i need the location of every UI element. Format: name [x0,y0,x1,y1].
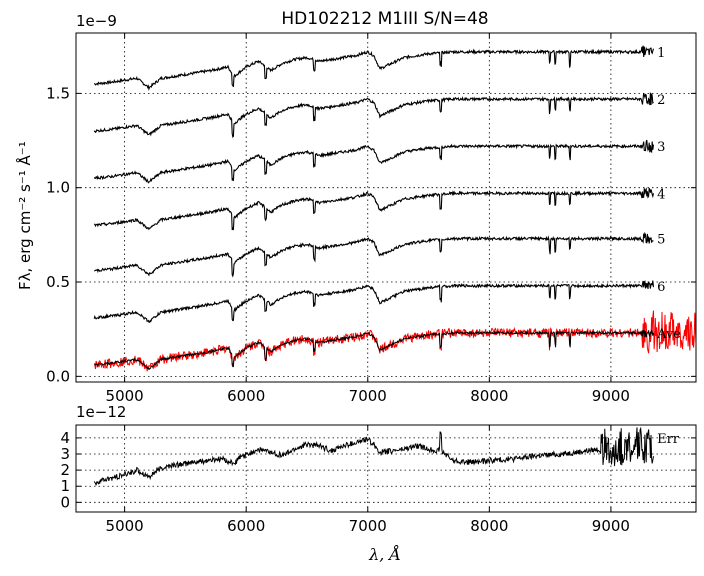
top-panel-frame [75,32,697,383]
series-label-ave: Ave [656,327,681,342]
top-offset-label: 1e−9 [76,12,117,30]
top-y-tick-label: 1.5 [46,84,70,102]
top-x-tick-label: 6000 [227,387,265,405]
series-label-1: 1 [657,46,665,61]
bottom-x-tick-label: 5000 [106,517,144,535]
top-y-tick-label: 0.5 [46,273,70,291]
spectrum-line-4 [93,187,655,231]
series-label-2: 2 [657,93,665,108]
top-x-tick-label: 9000 [592,387,630,405]
spectrum-line-1 [93,45,655,91]
series-label-err: Err [657,432,680,447]
x-axis-label: λ, Å [368,544,401,564]
bottom-y-tick-label: 4 [60,429,70,447]
series-label-6: 6 [657,280,665,295]
bottom-x-tick-label: 6000 [227,517,265,535]
series-label-4: 4 [657,187,665,202]
top-x-tick-label: 7000 [349,387,387,405]
top-y-tick-label: 1.0 [46,179,70,197]
spectrum-line-3 [93,139,655,184]
error-spectrum-line [93,426,654,486]
bottom-grid [76,425,696,512]
top-y-axis-label: Fλ, erg cm⁻² s⁻¹ Å⁻¹ [15,141,34,290]
bottom-series-labels: Err [657,432,680,447]
bottom-x-tick-label: 7000 [349,517,387,535]
bottom-series [93,426,654,486]
top-y-tick-label: 0.0 [46,367,70,385]
top-axis-ticks: 5000 6000 7000 8000 9000 0.0 0.5 1.0 1.5 [46,33,696,405]
bottom-y-tick-label: 3 [60,445,70,463]
chart-title: HD102212 M1III S/N=48 [281,9,488,29]
top-x-tick-label: 5000 [106,387,144,405]
top-series-labels: 1 2 3 4 5 6 Ave [656,46,681,342]
bottom-x-tick-label: 9000 [592,517,630,535]
spectrum-line-2 [93,92,654,139]
bottom-offset-label: 1e−12 [76,403,126,421]
spectrum-line-ave-overlay [93,329,654,371]
spectrum-line-6 [93,280,655,323]
bottom-panel-frame [75,424,697,513]
spectrum-line-5 [94,231,654,278]
top-x-tick-label: 8000 [470,387,508,405]
bottom-y-tick-label: 0 [60,493,70,511]
bottom-y-tick-label: 1 [60,477,70,495]
bottom-x-tick-label: 8000 [470,517,508,535]
series-label-3: 3 [657,140,665,155]
spectrum-line-ave [94,310,697,372]
bottom-y-tick-label: 2 [60,461,70,479]
top-panel: 1 2 3 4 5 6 Ave 5000 6000 7000 8000 9000 0.0 0.5 1.0 1… [15,12,697,405]
series-label-5: 5 [657,233,665,248]
top-series [93,45,697,372]
